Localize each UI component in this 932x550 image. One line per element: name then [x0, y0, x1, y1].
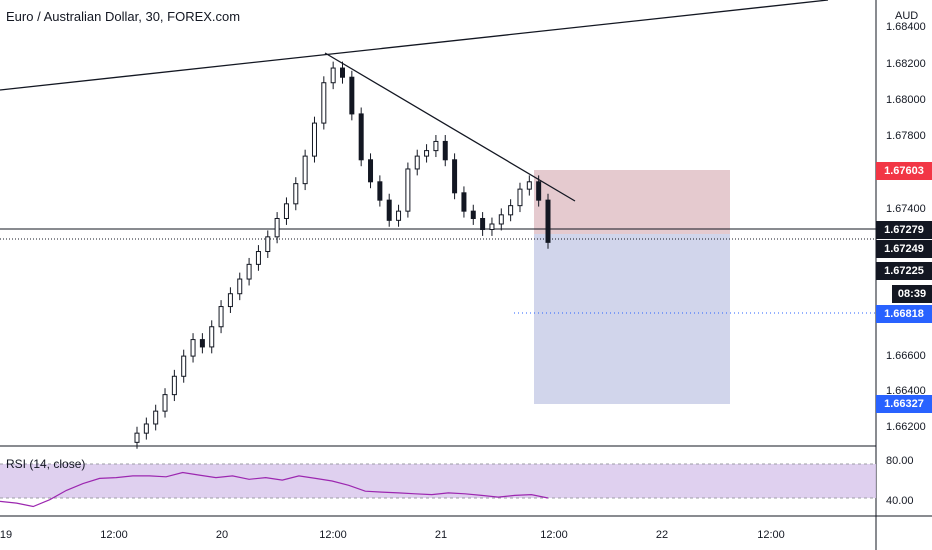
rsi-band	[0, 464, 876, 498]
candle-body	[480, 217, 486, 231]
upper-trend-line	[0, 0, 829, 91]
candle-body	[134, 432, 140, 443]
candle-body	[340, 67, 345, 78]
candle-body	[442, 140, 448, 161]
rsi-indicator-label[interactable]: RSI (14, close)	[6, 457, 86, 471]
price-tick-label: 1.67800	[886, 130, 926, 142]
time-tick-label: 12:00	[540, 529, 568, 541]
candle-body	[358, 113, 364, 161]
price-tick-label: 1.66200	[886, 421, 926, 433]
bar-countdown: 08:39	[892, 285, 932, 303]
candle-body	[461, 192, 467, 212]
chart-title: Euro / Australian Dollar, 30, FOREX.com	[6, 9, 241, 24]
candle-body	[255, 251, 261, 265]
candle-body	[470, 210, 476, 219]
candle-body	[489, 223, 495, 231]
rsi-line	[0, 471, 549, 508]
candle-body	[153, 410, 159, 425]
mid-price-tag: 1.66818	[876, 305, 932, 323]
candle-body	[227, 293, 233, 308]
entry-price-tag: 1.67225	[876, 262, 932, 280]
candle-body	[536, 181, 542, 201]
candle-body	[143, 423, 149, 434]
candle-body	[517, 188, 523, 207]
candle-body	[274, 217, 280, 238]
candle-body	[396, 210, 402, 221]
candle-body	[386, 199, 392, 221]
candle-body	[283, 203, 289, 219]
stop-price-tag: 1.67603	[876, 162, 932, 180]
current-price-tag: 1.67249	[876, 240, 932, 258]
candle-body	[218, 306, 224, 328]
currency-unit: AUD	[895, 10, 919, 22]
candle-body	[246, 263, 252, 280]
time-tick-label: 20	[216, 529, 228, 541]
candle-body	[181, 355, 187, 377]
candle-body	[190, 339, 196, 357]
candle-body	[368, 159, 374, 183]
candle-body	[433, 140, 439, 152]
horizontal-line-price-tag: 1.67279	[876, 221, 932, 239]
price-tick-label: 1.66400	[886, 385, 926, 397]
candle-body	[424, 150, 430, 157]
candle-body	[414, 155, 420, 170]
rsi-tick-label: 40.00	[886, 495, 914, 507]
candle-body	[405, 168, 411, 212]
descending-trend-line	[324, 52, 576, 202]
target-price-tag: 1.66327	[876, 395, 932, 413]
candle-body	[311, 122, 317, 157]
candle-body	[321, 82, 327, 124]
candle-body	[199, 339, 205, 348]
time-tick-label: 12:00	[100, 529, 128, 541]
candle-body	[452, 159, 458, 194]
price-tick-label: 1.68000	[886, 94, 926, 106]
price-tick-label: 1.66600	[886, 350, 926, 362]
candle-body	[265, 236, 271, 253]
risk-zone	[534, 170, 730, 234]
price-tick-label: 1.68200	[886, 58, 926, 70]
candle-body	[498, 214, 504, 225]
time-tick-label: 12:00	[757, 529, 785, 541]
time-tick-label: 12:00	[319, 529, 347, 541]
rsi-tick-label: 80.00	[886, 455, 914, 467]
candle-body	[377, 181, 383, 201]
time-tick-label: 21	[435, 529, 447, 541]
price-tick-label: 1.67400	[886, 203, 926, 215]
candle-body	[237, 278, 243, 295]
candle-body	[508, 205, 514, 216]
candle-body	[349, 76, 355, 115]
candle-body	[330, 67, 336, 84]
reward-zone	[534, 234, 730, 404]
time-tick-label: 22	[656, 529, 668, 541]
time-tick-label: 19	[0, 529, 12, 541]
candle-body	[526, 181, 532, 190]
candle-body	[209, 326, 215, 348]
candle-body	[302, 155, 308, 185]
candle-body	[171, 375, 177, 396]
candle-body	[545, 199, 551, 243]
price-tick-label: 1.68400	[886, 21, 926, 33]
candle-body	[293, 183, 299, 205]
candle-body	[162, 394, 168, 412]
